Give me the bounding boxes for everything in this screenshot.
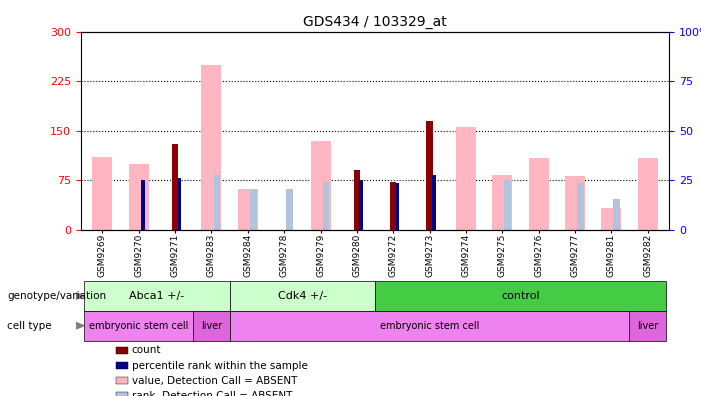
Bar [201,65,222,230]
Bar [238,189,258,230]
Bar [505,180,511,230]
Bar [396,183,400,230]
Text: control: control [501,291,540,301]
Text: embryonic stem cell: embryonic stem cell [89,321,189,331]
Bar [529,158,549,230]
Bar [456,128,476,230]
Polygon shape [76,322,84,329]
Bar [426,121,433,230]
Polygon shape [76,293,84,299]
Text: value, Detection Call = ABSENT: value, Detection Call = ABSENT [132,375,297,386]
Bar [432,175,436,230]
Bar [142,180,145,230]
Text: Cdk4 +/-: Cdk4 +/- [278,291,327,301]
Bar [601,208,621,230]
Text: cell type: cell type [7,321,52,331]
Bar [93,157,112,230]
Bar [177,178,182,230]
Bar [390,182,397,230]
Bar [353,170,360,230]
Bar [613,199,620,230]
Text: percentile rank within the sample: percentile rank within the sample [132,360,308,371]
Bar [172,144,178,230]
Text: rank, Detection Call = ABSENT: rank, Detection Call = ABSENT [132,390,292,396]
Bar [214,175,220,230]
Text: genotype/variation: genotype/variation [7,291,106,301]
Title: GDS434 / 103329_at: GDS434 / 103329_at [303,15,447,29]
Bar [638,158,658,230]
Bar [360,179,363,230]
Text: Abca1 +/-: Abca1 +/- [129,291,184,301]
Text: liver: liver [201,321,222,331]
Bar [129,164,149,230]
Text: count: count [132,345,161,356]
Text: liver: liver [637,321,658,331]
Bar [311,141,330,230]
Bar [322,182,329,230]
Bar [577,183,584,230]
Bar [565,175,585,230]
Bar [492,175,512,230]
Bar [286,189,293,230]
Bar [250,190,257,230]
Text: embryonic stem cell: embryonic stem cell [380,321,479,331]
